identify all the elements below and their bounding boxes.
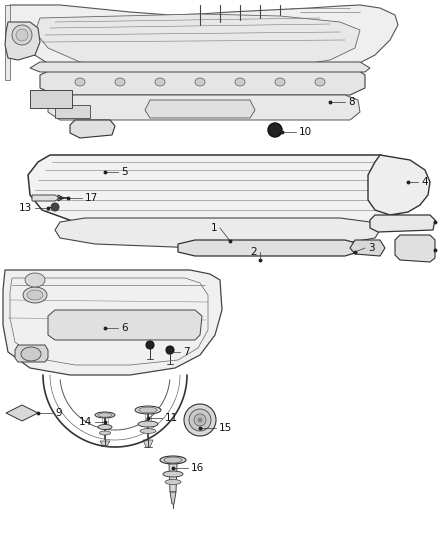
Ellipse shape [51, 203, 59, 211]
Text: 13: 13 [19, 203, 32, 213]
Polygon shape [170, 492, 176, 504]
Ellipse shape [165, 480, 181, 484]
Ellipse shape [12, 25, 32, 45]
Polygon shape [40, 68, 365, 95]
Ellipse shape [139, 407, 157, 413]
Ellipse shape [315, 78, 325, 86]
Ellipse shape [164, 457, 182, 463]
Polygon shape [178, 240, 360, 256]
Ellipse shape [99, 431, 111, 435]
Text: 3: 3 [368, 243, 374, 253]
Ellipse shape [235, 78, 245, 86]
Ellipse shape [163, 471, 183, 477]
Text: 4: 4 [421, 177, 427, 187]
Polygon shape [145, 100, 255, 118]
Text: 15: 15 [219, 423, 232, 433]
Text: 17: 17 [85, 193, 98, 203]
Ellipse shape [95, 412, 115, 418]
Polygon shape [5, 22, 40, 60]
Polygon shape [6, 405, 38, 421]
Ellipse shape [198, 418, 202, 422]
Text: 16: 16 [191, 463, 204, 473]
Ellipse shape [275, 78, 285, 86]
Ellipse shape [21, 347, 41, 361]
Polygon shape [28, 155, 420, 236]
Text: 7: 7 [183, 347, 190, 357]
Ellipse shape [268, 123, 282, 137]
Text: 9: 9 [55, 408, 62, 418]
Text: 14: 14 [79, 417, 92, 427]
Ellipse shape [155, 78, 165, 86]
Polygon shape [5, 5, 10, 80]
Polygon shape [370, 215, 435, 232]
Polygon shape [32, 195, 60, 201]
Ellipse shape [160, 456, 186, 464]
Ellipse shape [16, 29, 28, 41]
Ellipse shape [75, 78, 85, 86]
Ellipse shape [135, 406, 161, 414]
Text: 11: 11 [165, 413, 178, 423]
Ellipse shape [140, 429, 156, 433]
Text: 2: 2 [251, 247, 257, 257]
Polygon shape [48, 95, 360, 120]
Text: 6: 6 [121, 323, 127, 333]
Polygon shape [3, 270, 222, 375]
Ellipse shape [194, 414, 206, 426]
Polygon shape [35, 14, 360, 72]
Polygon shape [55, 105, 90, 118]
Ellipse shape [98, 424, 112, 430]
Polygon shape [30, 90, 72, 108]
Polygon shape [368, 155, 430, 215]
Polygon shape [143, 440, 153, 447]
Ellipse shape [23, 287, 47, 303]
Text: 8: 8 [348, 97, 355, 107]
Polygon shape [395, 235, 435, 262]
Ellipse shape [27, 290, 43, 300]
Text: 1: 1 [210, 223, 217, 233]
Text: 10: 10 [299, 127, 312, 137]
Ellipse shape [138, 421, 158, 427]
Polygon shape [48, 310, 202, 340]
Polygon shape [55, 218, 380, 248]
Text: 5: 5 [121, 167, 127, 177]
Ellipse shape [98, 413, 112, 417]
Polygon shape [350, 240, 385, 256]
Ellipse shape [146, 341, 154, 349]
Polygon shape [70, 120, 115, 138]
Ellipse shape [195, 78, 205, 86]
Polygon shape [100, 441, 110, 446]
Polygon shape [30, 62, 370, 72]
Polygon shape [8, 5, 398, 90]
Polygon shape [15, 345, 48, 362]
Ellipse shape [184, 404, 216, 436]
Ellipse shape [25, 273, 45, 287]
Polygon shape [169, 464, 177, 492]
Ellipse shape [166, 346, 174, 354]
Ellipse shape [189, 409, 211, 431]
Ellipse shape [115, 78, 125, 86]
